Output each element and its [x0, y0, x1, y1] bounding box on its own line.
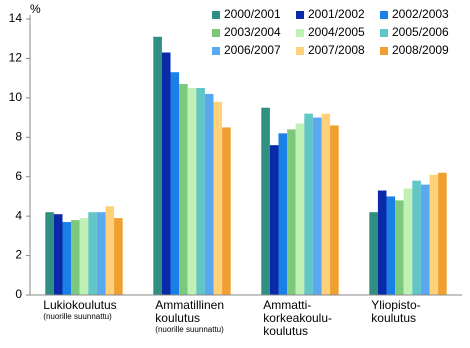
- x-tick-label: Yliopisto-: [371, 298, 420, 312]
- bar: [321, 113, 331, 295]
- y-tick-label: 6: [15, 169, 22, 183]
- bar: [204, 93, 214, 296]
- x-tick-label: Ammatillinen: [155, 298, 224, 312]
- legend-label: 2003/2004: [224, 25, 281, 39]
- bar: [369, 212, 378, 295]
- legend-swatch: [212, 47, 220, 55]
- legend-label: 2007/2008: [308, 43, 365, 57]
- y-tick-label: 10: [9, 90, 23, 104]
- y-tick-label: 8: [15, 129, 22, 143]
- x-tick-label: koulutus: [263, 324, 308, 338]
- x-tick-label: Lukiokoulutus: [43, 298, 116, 312]
- bar: [312, 117, 322, 295]
- x-tick-label: korkeakoulu-: [263, 311, 332, 325]
- bar: [161, 52, 171, 296]
- bar: [187, 88, 197, 295]
- bar: [429, 174, 439, 295]
- y-tick-label: 4: [15, 208, 22, 222]
- legend-label: 2004/2005: [308, 25, 365, 39]
- bar: [213, 101, 223, 295]
- bar: [105, 206, 115, 295]
- legend-box: [204, 5, 462, 61]
- y-tick-label: 14: [9, 11, 23, 25]
- bar: [170, 72, 180, 295]
- bar: [96, 212, 106, 295]
- bar: [295, 123, 305, 295]
- bar: [53, 214, 63, 295]
- legend-label: 2006/2007: [224, 43, 281, 57]
- legend-swatch: [296, 47, 304, 55]
- bar: [287, 129, 296, 295]
- legend-label: 2002/2003: [392, 7, 449, 21]
- bar: [179, 84, 188, 295]
- legend-swatch: [296, 29, 304, 37]
- legend-swatch: [212, 11, 220, 19]
- legend-label: 2001/2002: [308, 7, 365, 21]
- legend-swatch: [380, 29, 388, 37]
- bar: [278, 133, 288, 295]
- y-axis-label: %: [30, 2, 41, 16]
- bar: [222, 127, 231, 295]
- bar: [45, 212, 54, 295]
- bar: [377, 190, 387, 295]
- bar: [330, 125, 339, 295]
- bar: [261, 107, 270, 295]
- bar: [62, 222, 72, 295]
- y-tick-label: 12: [9, 51, 23, 65]
- x-tick-label: Ammatti-: [263, 298, 311, 312]
- bar: [395, 200, 404, 295]
- x-tick-note: (nuorille suunnattu): [155, 325, 224, 334]
- bar: [88, 212, 97, 295]
- bar: [304, 113, 313, 295]
- bar: [196, 88, 205, 295]
- x-tick-label: koulutus: [371, 311, 416, 325]
- y-tick-label: 2: [15, 248, 22, 262]
- legend-swatch: [212, 29, 220, 37]
- bar: [420, 184, 430, 295]
- bar: [403, 188, 413, 295]
- bar: [438, 172, 447, 295]
- legend-swatch: [380, 47, 388, 55]
- bar: [412, 180, 421, 295]
- x-tick-label: koulutus: [155, 311, 200, 325]
- y-tick-label: 0: [15, 287, 22, 301]
- bar: [79, 218, 89, 295]
- bar: [153, 36, 162, 295]
- legend-label: 2005/2006: [392, 25, 449, 39]
- x-tick-note: (nuorille suunnattu): [43, 312, 112, 321]
- bar: [269, 145, 279, 295]
- legend-swatch: [380, 11, 388, 19]
- bar: [114, 218, 123, 295]
- legend-swatch: [296, 11, 304, 19]
- bar: [386, 196, 396, 295]
- legend-label: 2000/2001: [224, 7, 281, 21]
- legend-label: 2008/2009: [392, 43, 449, 57]
- bar: [71, 220, 80, 295]
